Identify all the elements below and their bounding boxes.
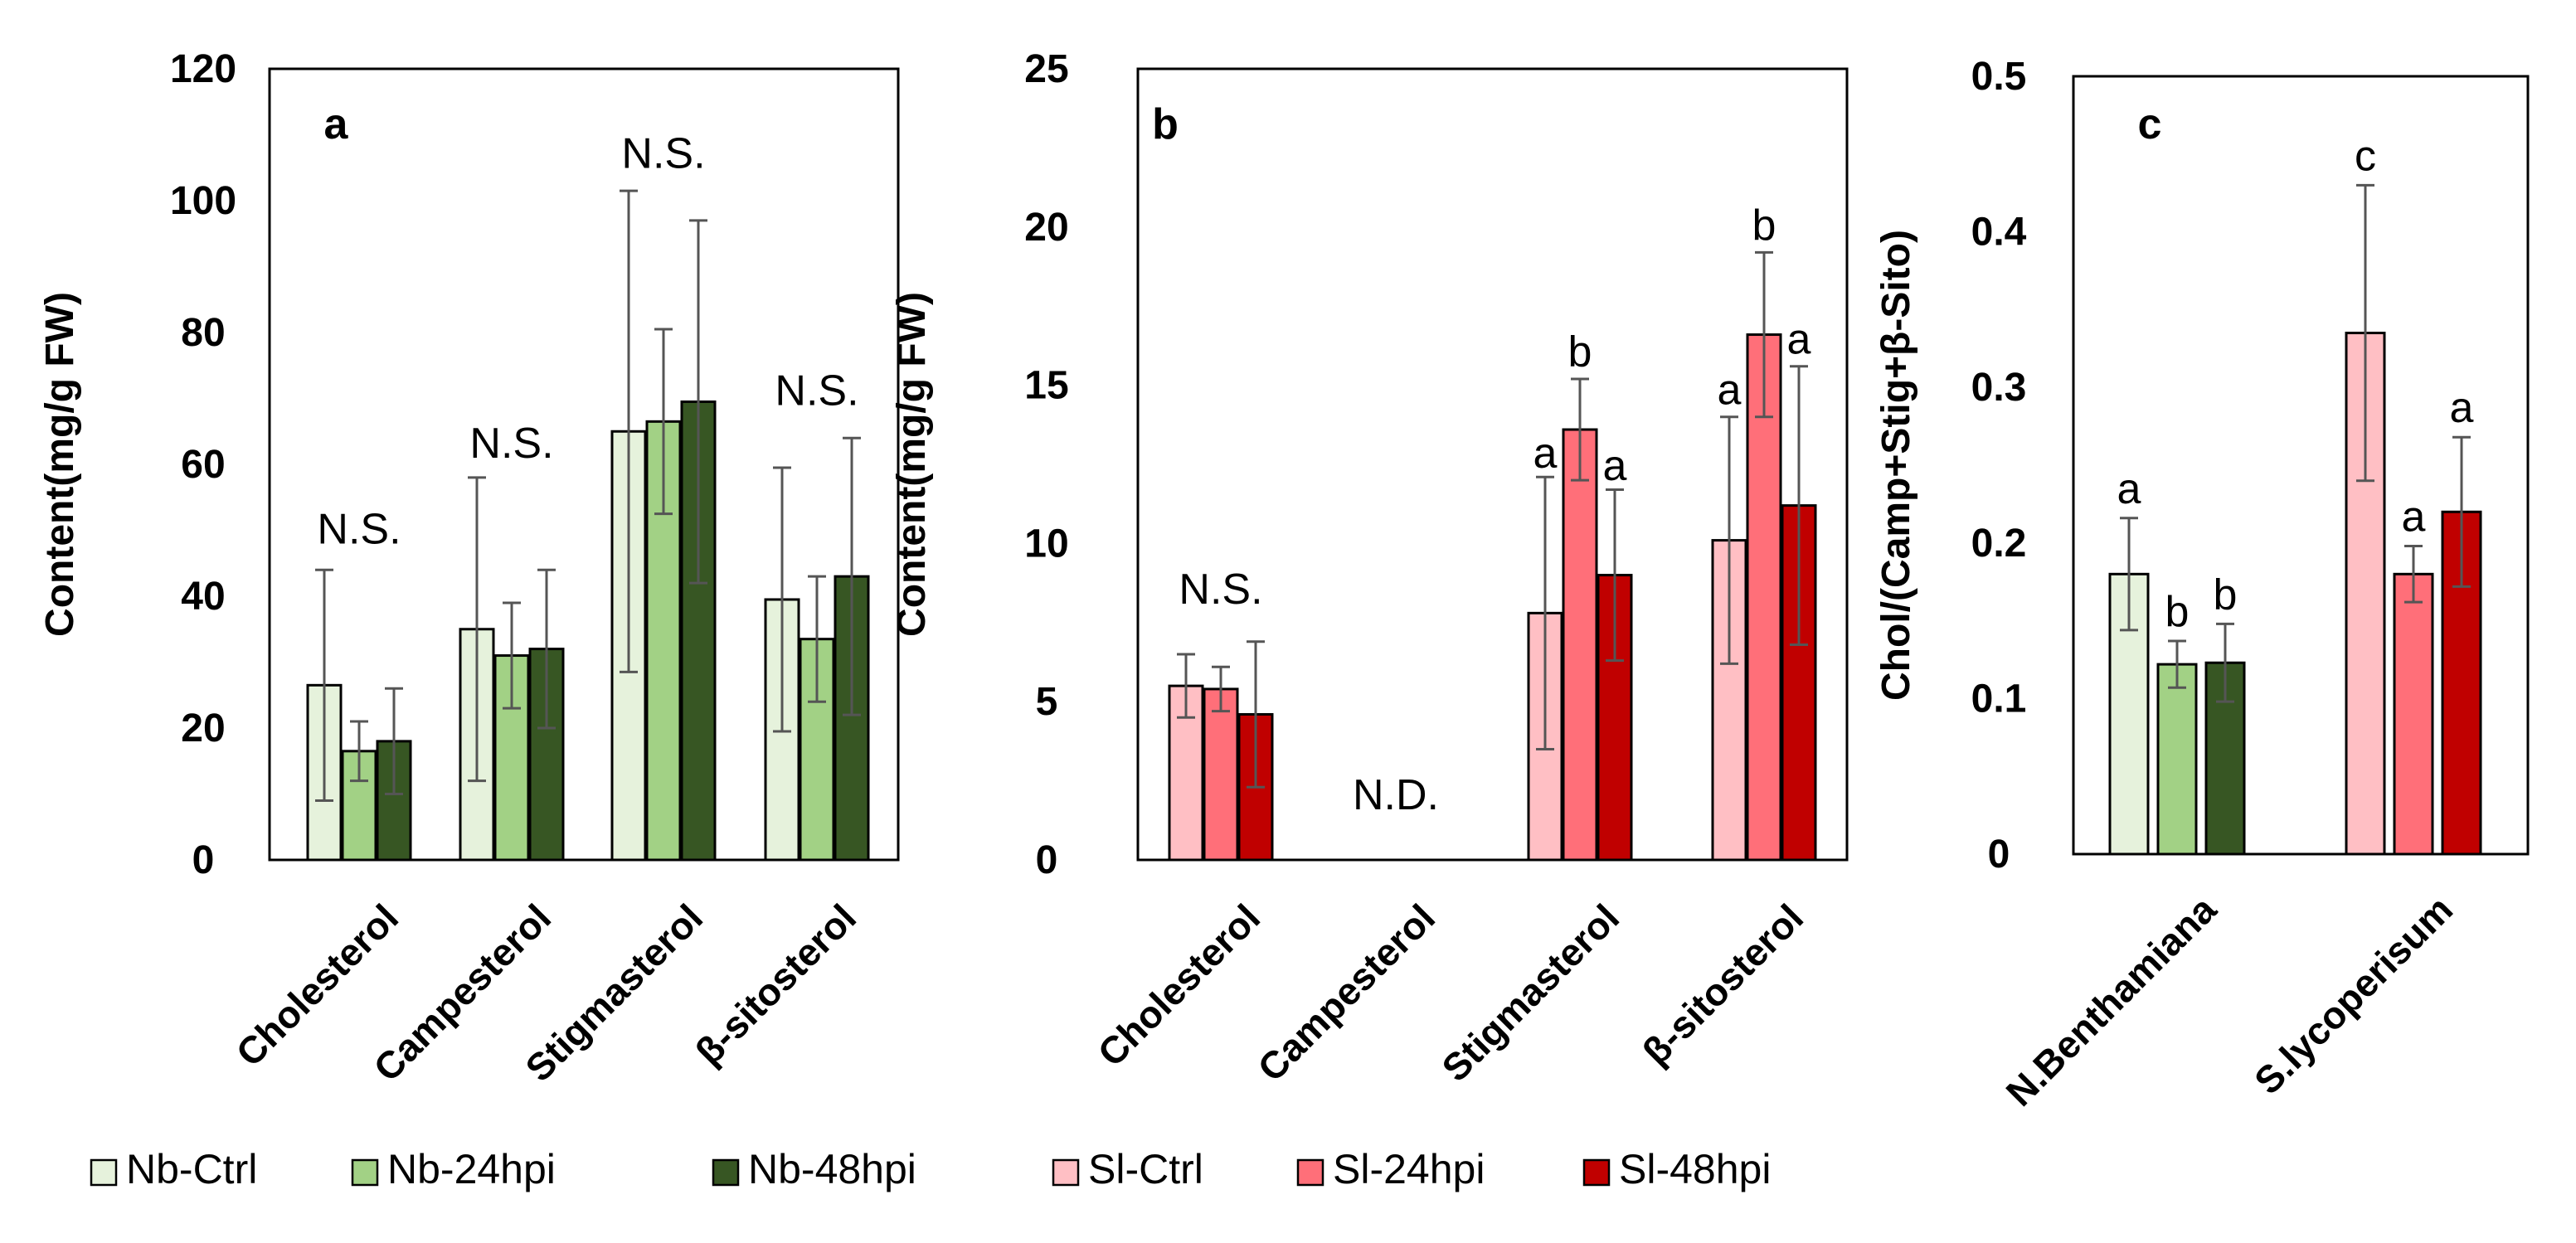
x-tick-label: Stigmasterol [1433, 896, 1627, 1090]
bar [2393, 572, 2434, 856]
bar [1203, 687, 1239, 862]
significance-label: c [2355, 132, 2376, 180]
y-tick-label: 80 [181, 311, 225, 355]
legend-label: Sl-48hpi [1619, 1146, 1771, 1192]
significance-label: N.S. [621, 129, 705, 177]
y-tick-label: 0 [192, 838, 215, 882]
significance-label: a [1787, 315, 1811, 363]
y-tick-label: 0.2 [1971, 522, 2027, 566]
y-axis-label: Content(mg/g FW) [890, 292, 934, 637]
significance-label: a [2402, 493, 2426, 541]
y-tick-label: 10 [1024, 522, 1068, 566]
y-tick-label: 0 [1036, 838, 1058, 882]
y-tick-label: 60 [181, 443, 225, 487]
x-tick-label: β-sitosterol [1634, 896, 1811, 1073]
x-tick-label: N.Benthamiana [1998, 887, 2225, 1114]
significance-label: N.D. [1353, 771, 1439, 819]
legend-label: Nb-48hpi [748, 1146, 916, 1192]
y-tick-label: 25 [1024, 47, 1068, 91]
y-axis-label: Chol/(Camp+Stig+β-Sito) [1874, 230, 1918, 701]
panel-label: c [2138, 100, 2162, 148]
x-tick-label: Cholesterol [1089, 896, 1268, 1075]
plot-frame [1136, 67, 1849, 862]
significance-label: b [1568, 328, 1592, 376]
legend-label: Sl-24hpi [1333, 1146, 1485, 1192]
y-tick-label: 0.4 [1971, 211, 2027, 255]
y-tick-label: 100 [170, 179, 236, 223]
legend-swatch [1582, 1158, 1611, 1187]
significance-label: N.S. [1179, 566, 1262, 614]
significance-label: a [2117, 465, 2141, 513]
significance-label: b [2165, 588, 2190, 636]
x-tick-label: S.lycoperisum [2246, 887, 2461, 1102]
legend-swatch [1296, 1158, 1324, 1187]
bar [1562, 428, 1598, 862]
significance-label: b [2214, 571, 2238, 619]
y-tick-label: 20 [1024, 206, 1068, 250]
legend-label: Nb-Ctrl [126, 1146, 257, 1192]
y-tick-label: 0.5 [1971, 55, 2027, 99]
y-tick-label: 0.3 [1971, 366, 2027, 410]
legend-swatch [1052, 1158, 1080, 1187]
legend: Nb-Ctrl Nb-24hpi Nb-48hpi Sl-Ctrl Sl-24hpi Sl… [90, 1146, 1771, 1192]
plot-frame [268, 67, 900, 862]
significance-label: N.S. [775, 367, 858, 415]
significance-label: a [1603, 442, 1627, 490]
y-tick-label: 0.1 [1971, 677, 2027, 721]
y-tick-label: 20 [181, 706, 225, 750]
y-tick-label: 120 [170, 47, 236, 91]
y-tick-label: 5 [1036, 680, 1058, 724]
panel-b: 0 5 10 15 20 25 Content(mg/g FW) b CholesterolCa… [890, 47, 1849, 1090]
legend-label: Nb-24hpi [387, 1146, 556, 1192]
panel-label: b [1152, 100, 1179, 148]
significance-label: a [2450, 384, 2474, 432]
x-tick-label: β-sitosterol [687, 896, 864, 1073]
y-tick-label: 0 [1988, 833, 2010, 876]
significance-label: b [1752, 202, 1776, 250]
legend-swatch [351, 1158, 379, 1187]
legend-swatch [90, 1158, 118, 1187]
significance-label: a [1718, 366, 1742, 414]
panel-label: a [324, 100, 349, 148]
y-tick-label: 15 [1024, 364, 1068, 408]
legend-label: Sl-Ctrl [1088, 1146, 1203, 1192]
legend-swatch [712, 1158, 740, 1187]
significance-label: N.S. [317, 505, 401, 553]
panel-c: 0 0.1 0.2 0.3 0.4 0.5 Chol/(Camp+Stig+β-Sito) c… [1874, 55, 2530, 1114]
x-tick-label: Campesterol [1249, 896, 1443, 1090]
y-axis-label: Content(mg/g FW) [38, 292, 82, 637]
significance-label: a [1533, 430, 1558, 478]
significance-label: N.S. [469, 420, 553, 468]
plot-frame [2072, 75, 2530, 856]
y-tick-label: 40 [181, 575, 225, 619]
bar [2156, 663, 2198, 856]
